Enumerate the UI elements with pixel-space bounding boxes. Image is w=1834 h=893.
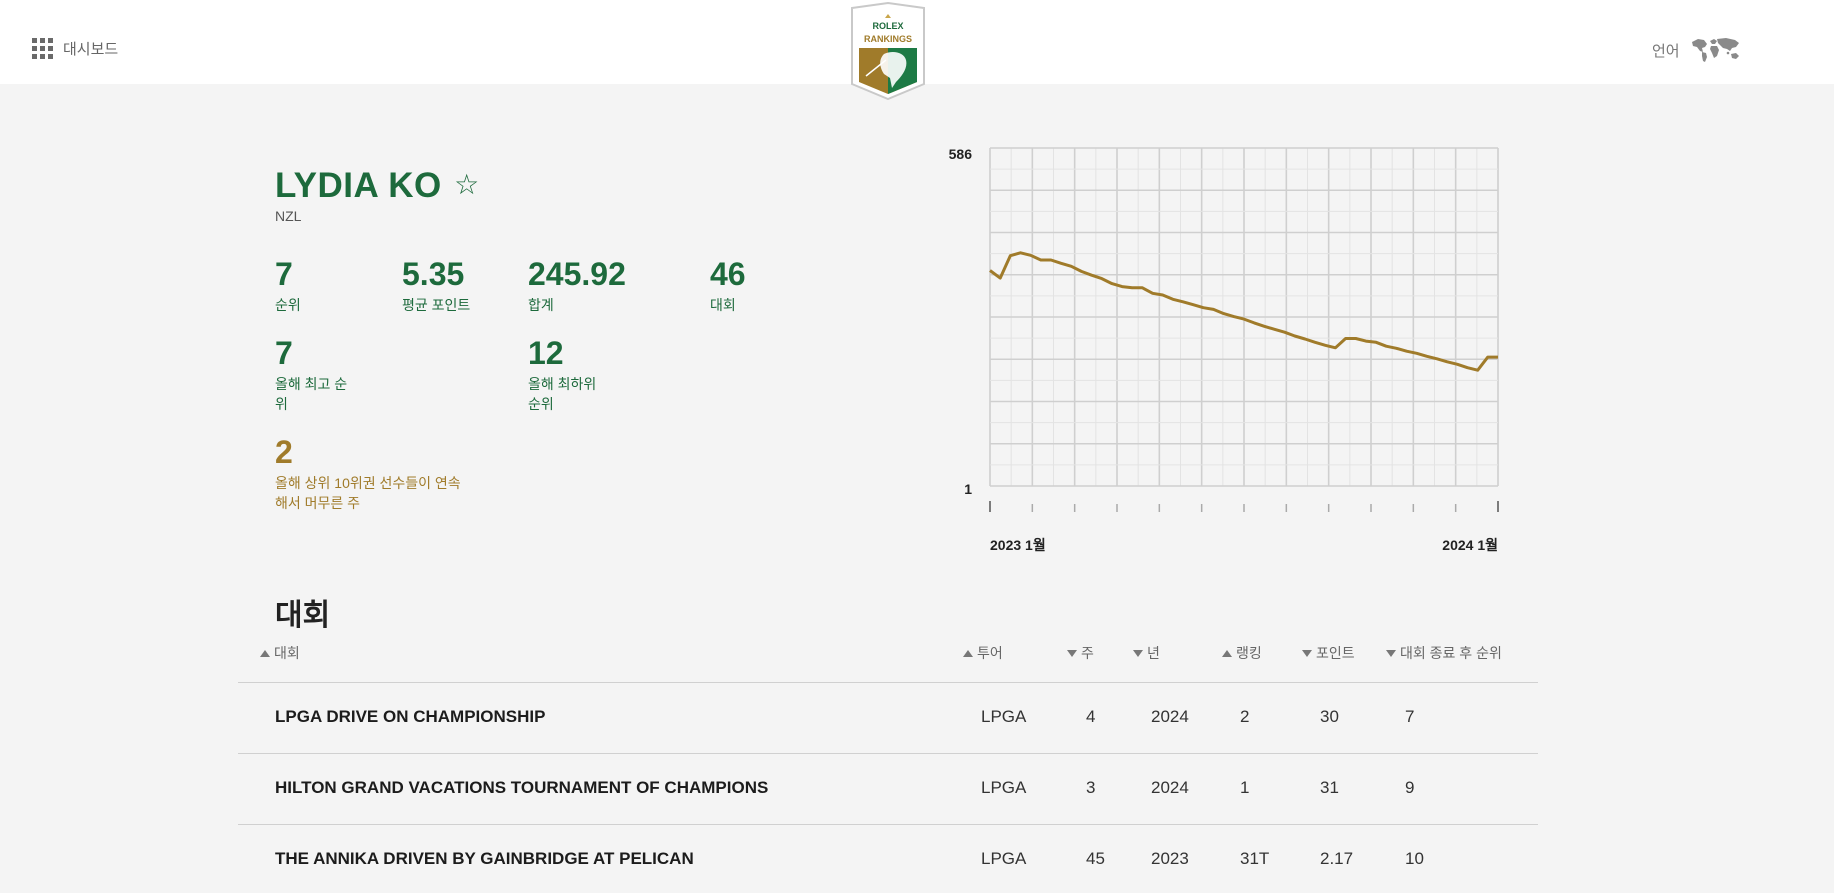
stat-value: 245.92 <box>528 256 626 292</box>
stat-label: 평균 포인트 <box>402 297 471 313</box>
header-label: 대회 <box>274 645 300 661</box>
sort-header-week[interactable]: 주 <box>1067 643 1094 663</box>
table-row[interactable]: LPGA DRIVE ON CHAMPIONSHIP LPGA 4 2024 2… <box>238 682 1538 753</box>
sort-header-event[interactable]: 대회 <box>260 643 300 663</box>
sort-header-rank-after[interactable]: 대회 종료 후 순위 <box>1386 643 1502 663</box>
stat-label: 합계 <box>528 297 554 313</box>
header-label: 투어 <box>977 645 1003 661</box>
header-label: 년 <box>1147 645 1160 661</box>
event-tour: LPGA <box>981 707 1027 726</box>
event-week: 45 <box>1086 849 1105 868</box>
stat-worst-rank-this-year: 12 올해 최하위 순위 <box>528 337 596 414</box>
header-label: 포인트 <box>1316 645 1355 661</box>
table-row[interactable]: HILTON GRAND VACATIONS TOURNAMENT OF CHA… <box>238 753 1538 824</box>
sort-asc-icon <box>963 649 973 657</box>
chart-grid <box>989 147 1499 487</box>
player-name: LYDIA KO <box>275 166 442 205</box>
stat-value: 2 <box>275 434 293 470</box>
event-year: 2023 <box>1151 849 1189 868</box>
sort-desc-icon <box>1133 649 1143 657</box>
table-row[interactable]: THE ANNIKA DRIVEN BY GAINBRIDGE AT PELIC… <box>238 824 1538 893</box>
event-ranking: 31T <box>1240 849 1270 868</box>
ranking-chart-svg: 586 1 2023 1월 2024 1월 <box>949 146 1499 553</box>
event-name[interactable]: LPGA DRIVE ON CHAMPIONSHIP <box>275 707 546 726</box>
stat-rank: 7 순위 <box>275 258 301 315</box>
event-points: 31 <box>1320 778 1339 797</box>
event-rank-after: 9 <box>1405 778 1415 797</box>
sort-header-ranking[interactable]: 랭킹 <box>1222 643 1262 663</box>
chart-x-ticks <box>989 501 1499 512</box>
stat-weeks-in-top10: 2 올해 상위 10위권 선수들이 연속 해서 머무른 주 <box>275 436 461 513</box>
stat-average-points: 5.35 평균 포인트 <box>402 258 470 315</box>
event-ranking: 2 <box>1240 707 1250 726</box>
event-week: 4 <box>1086 707 1096 726</box>
chart-series-line <box>989 251 1498 372</box>
sort-desc-icon <box>1302 649 1312 657</box>
ranking-chart: 586 1 2023 1월 2024 1월 <box>940 140 1520 560</box>
stat-value: 7 <box>275 335 293 371</box>
chart-y-top-label: 586 <box>949 146 973 162</box>
player-header: LYDIA KO ☆ NZL <box>275 166 479 224</box>
stat-label: 올해 상위 10위권 선수들이 연속 해서 머무른 주 <box>275 475 461 511</box>
world-map-icon <box>1691 38 1739 62</box>
event-ranking: 1 <box>1240 778 1250 797</box>
logo-rolex-text: ROLEX <box>872 21 903 31</box>
events-section-title: 대회 <box>275 599 331 632</box>
stat-value: 7 <box>275 256 293 292</box>
grid-menu-icon <box>32 38 53 59</box>
header-label: 랭킹 <box>1236 645 1262 661</box>
event-year: 2024 <box>1151 778 1189 797</box>
events-table-header: 대회 투어 주 년 랭킹 포인트 대회 종료 후 순위 <box>238 643 1538 683</box>
language-selector[interactable]: 언어 <box>1652 36 1742 64</box>
stat-value: 5.35 <box>402 256 465 292</box>
chart-x-start-label: 2023 1월 <box>990 537 1046 553</box>
sort-header-year[interactable]: 년 <box>1133 643 1160 663</box>
sort-header-points[interactable]: 포인트 <box>1302 643 1355 663</box>
dashboard-link[interactable]: 대시보드 <box>32 38 118 59</box>
event-tour: LPGA <box>981 849 1027 868</box>
stat-label: 대회 <box>710 297 736 313</box>
sort-asc-icon <box>260 649 270 657</box>
event-week: 3 <box>1086 778 1096 797</box>
chart-y-bottom-label: 1 <box>964 481 972 497</box>
rolex-rankings-logo[interactable]: ROLEX RANKINGS <box>848 1 928 101</box>
stat-label: 올해 최하위 순위 <box>528 376 597 412</box>
sort-asc-icon <box>1222 649 1232 657</box>
event-points: 2.17 <box>1320 849 1354 868</box>
event-name[interactable]: HILTON GRAND VACATIONS TOURNAMENT OF CHA… <box>275 778 769 797</box>
event-rank-after: 7 <box>1405 707 1415 726</box>
stat-value: 46 <box>710 256 746 292</box>
event-points: 30 <box>1320 707 1339 726</box>
stat-total: 245.92 합계 <box>528 258 626 315</box>
sort-desc-icon <box>1067 649 1077 657</box>
stat-events: 46 대회 <box>710 258 746 315</box>
event-rank-after: 10 <box>1405 849 1424 868</box>
language-label: 언어 <box>1652 42 1680 60</box>
stat-value: 12 <box>528 335 564 371</box>
chart-x-end-label: 2024 1월 <box>1442 537 1498 553</box>
event-tour: LPGA <box>981 778 1027 797</box>
sort-desc-icon <box>1386 649 1396 657</box>
player-country: NZL <box>275 208 302 224</box>
event-name[interactable]: THE ANNIKA DRIVEN BY GAINBRIDGE AT PELIC… <box>275 849 694 868</box>
header-label: 대회 종료 후 순위 <box>1400 645 1502 661</box>
sort-header-tour[interactable]: 투어 <box>963 643 1003 663</box>
header-label: 주 <box>1081 645 1094 661</box>
events-table-body: LPGA DRIVE ON CHAMPIONSHIP LPGA 4 2024 2… <box>238 682 1538 893</box>
event-year: 2024 <box>1151 707 1189 726</box>
logo-rankings-text: RANKINGS <box>864 34 912 44</box>
stat-label: 순위 <box>275 297 301 313</box>
dashboard-label: 대시보드 <box>63 41 119 58</box>
favorite-star-icon[interactable]: ☆ <box>454 169 480 200</box>
